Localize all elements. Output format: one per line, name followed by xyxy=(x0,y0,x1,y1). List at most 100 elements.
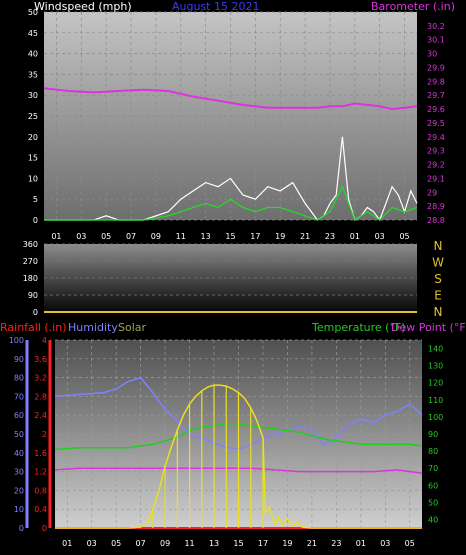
y-tick-label: 29.7 xyxy=(427,91,445,100)
x-tick-label: 03 xyxy=(76,232,86,241)
y-tick-label: 270 xyxy=(23,257,38,266)
rain-axis: 0 0.4 0.8 1.2 1.6 2 2.4 2.8 3.2 3.6 4 xyxy=(34,336,52,533)
series-line xyxy=(43,87,418,111)
y-tick-label: 20 xyxy=(14,486,24,495)
x-tick-label: 21 xyxy=(300,232,310,241)
humidity-axis: 0 10 20 30 40 50 60 70 80 90 100 xyxy=(9,336,29,533)
y-tick-label: 1.6 xyxy=(34,449,47,458)
temperature-axis: 40 50 60 70 80 90 100 110 120 130 140 xyxy=(428,345,443,525)
x-tick-label: 03 xyxy=(375,232,385,241)
barometer-label: Barometer (.in) xyxy=(371,0,455,13)
y-tick-label: 80 xyxy=(14,374,24,383)
y-tick-label: 80 xyxy=(428,447,438,456)
solar-label: Solar xyxy=(118,321,147,334)
y-tick-label: 28.8 xyxy=(427,216,445,225)
y-tick-label: 25 xyxy=(28,112,38,121)
y-tick-label: 50 xyxy=(428,498,438,507)
y-tick-label: 30.1 xyxy=(427,36,445,45)
dewpoint-label: Dew Point (°F) xyxy=(391,321,466,334)
y-tick-label: 0.4 xyxy=(34,505,47,514)
series-line xyxy=(44,185,418,221)
y-tick-label: 2.8 xyxy=(34,392,47,401)
y-tick-label: 29.4 xyxy=(427,133,445,142)
series-line xyxy=(44,136,418,222)
temperature-label: Temperature (°F) xyxy=(311,321,406,334)
y-tick-label: 30 xyxy=(28,91,38,100)
x-tick-label: 05 xyxy=(101,232,111,241)
x-tick-label: 01 xyxy=(62,539,72,548)
x-tick-label: 09 xyxy=(151,232,161,241)
y-tick-label: 60 xyxy=(14,411,24,420)
y-tick-label: 50 xyxy=(28,8,38,17)
x-tick-label: 09 xyxy=(160,539,170,548)
series-temperature xyxy=(54,376,423,529)
y-tick-label: 40 xyxy=(28,50,38,59)
x-tick-label: 23 xyxy=(331,539,341,548)
y-tick-label: 60 xyxy=(428,481,438,490)
y-tick-label: 30 xyxy=(14,468,24,477)
compass-direction-label: N xyxy=(434,305,443,319)
x-tick-label: 01 xyxy=(350,232,360,241)
y-tick-label: 40 xyxy=(428,515,438,524)
y-tick-label: 360 xyxy=(23,240,38,249)
right-axis-barometer: 28.8 28.9 29 29.1 29.2 29.3 29.4 29.5 29.6 29.7 29… xyxy=(427,22,445,225)
rainfall-label: Rainfall (.in) xyxy=(0,321,67,334)
y-tick-label: 45 xyxy=(28,29,38,38)
y-tick-label: 90 xyxy=(28,291,38,300)
x-tick-label: 03 xyxy=(380,539,390,548)
x-tick-label: 11 xyxy=(184,539,194,548)
series-line xyxy=(54,422,423,451)
y-tick-label: 90 xyxy=(14,355,24,364)
date-label: August 15 2021 xyxy=(172,0,259,13)
x-tick-label: 15 xyxy=(233,539,243,548)
x-tick-label: 19 xyxy=(275,232,285,241)
x-tick-label: 05 xyxy=(111,539,121,548)
y-tick-label: 10 xyxy=(28,174,38,183)
y-tick-label: 3.2 xyxy=(34,374,47,383)
x-tick-label: 07 xyxy=(136,539,146,548)
y-tick-label: 140 xyxy=(428,345,443,354)
x-tick-label: 19 xyxy=(282,539,292,548)
y-tick-label: 0 xyxy=(33,216,38,225)
y-tick-label: 15 xyxy=(28,154,38,163)
y-tick-label: 90 xyxy=(428,430,438,439)
y-tick-label: 28.9 xyxy=(427,202,445,211)
y-tick-label: 29.1 xyxy=(427,174,445,183)
y-tick-label: 29 xyxy=(427,188,437,197)
y-tick-label: 70 xyxy=(14,392,24,401)
x-tick-label: 17 xyxy=(258,539,268,548)
compass-direction-label: W xyxy=(432,256,444,270)
x-tick-label: 03 xyxy=(87,539,97,548)
series-line xyxy=(55,384,422,529)
y-tick-label: 29.5 xyxy=(427,119,445,128)
y-tick-label: 40 xyxy=(14,449,24,458)
y-tick-label: 0 xyxy=(19,524,24,533)
x-tick-label: 15 xyxy=(225,232,235,241)
windspeed-label: Windspeed (mph) xyxy=(34,0,132,13)
y-tick-label: 2 xyxy=(42,430,47,439)
y-tick-label: 3.6 xyxy=(34,355,47,364)
compass-direction-label: E xyxy=(434,289,442,303)
y-tick-label: 29.8 xyxy=(427,77,445,86)
grid-wind xyxy=(44,11,417,221)
y-tick-label: 130 xyxy=(428,362,443,371)
x-tick-label: 05 xyxy=(399,232,409,241)
compass-direction-label: S xyxy=(434,272,442,286)
x-tick-label: 01 xyxy=(51,232,61,241)
y-tick-label: 20 xyxy=(28,133,38,142)
y-tick-label: 50 xyxy=(14,430,24,439)
compass-direction-label: N xyxy=(434,239,443,253)
y-tick-label: 10 xyxy=(14,505,24,514)
y-tick-label: 0.8 xyxy=(34,486,47,495)
x-tick-label: 13 xyxy=(209,539,219,548)
y-tick-label: 30 xyxy=(427,50,437,59)
x-tick-label: 17 xyxy=(250,232,260,241)
x-tick-label: 05 xyxy=(405,539,415,548)
y-tick-label: 2.4 xyxy=(34,411,47,420)
series-wind xyxy=(43,87,418,222)
y-tick-label: 100 xyxy=(9,336,24,345)
y-tick-label: 5 xyxy=(33,195,38,204)
